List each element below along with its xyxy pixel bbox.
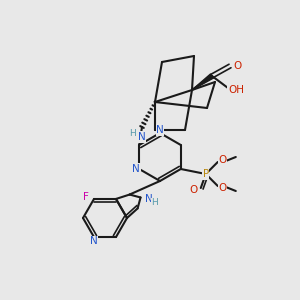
Text: F: F xyxy=(83,192,89,202)
Text: P: P xyxy=(203,169,209,179)
Text: N: N xyxy=(145,194,152,205)
Text: N: N xyxy=(90,236,98,246)
Text: H: H xyxy=(151,198,158,207)
Text: N: N xyxy=(132,164,140,174)
Text: O: O xyxy=(234,61,242,71)
Text: N: N xyxy=(138,132,146,142)
Text: H: H xyxy=(130,130,136,139)
Polygon shape xyxy=(192,74,213,90)
Text: O: O xyxy=(190,185,198,195)
Text: O: O xyxy=(219,183,227,193)
Text: N: N xyxy=(156,125,164,135)
Text: OH: OH xyxy=(228,85,244,95)
Text: O: O xyxy=(219,155,227,165)
